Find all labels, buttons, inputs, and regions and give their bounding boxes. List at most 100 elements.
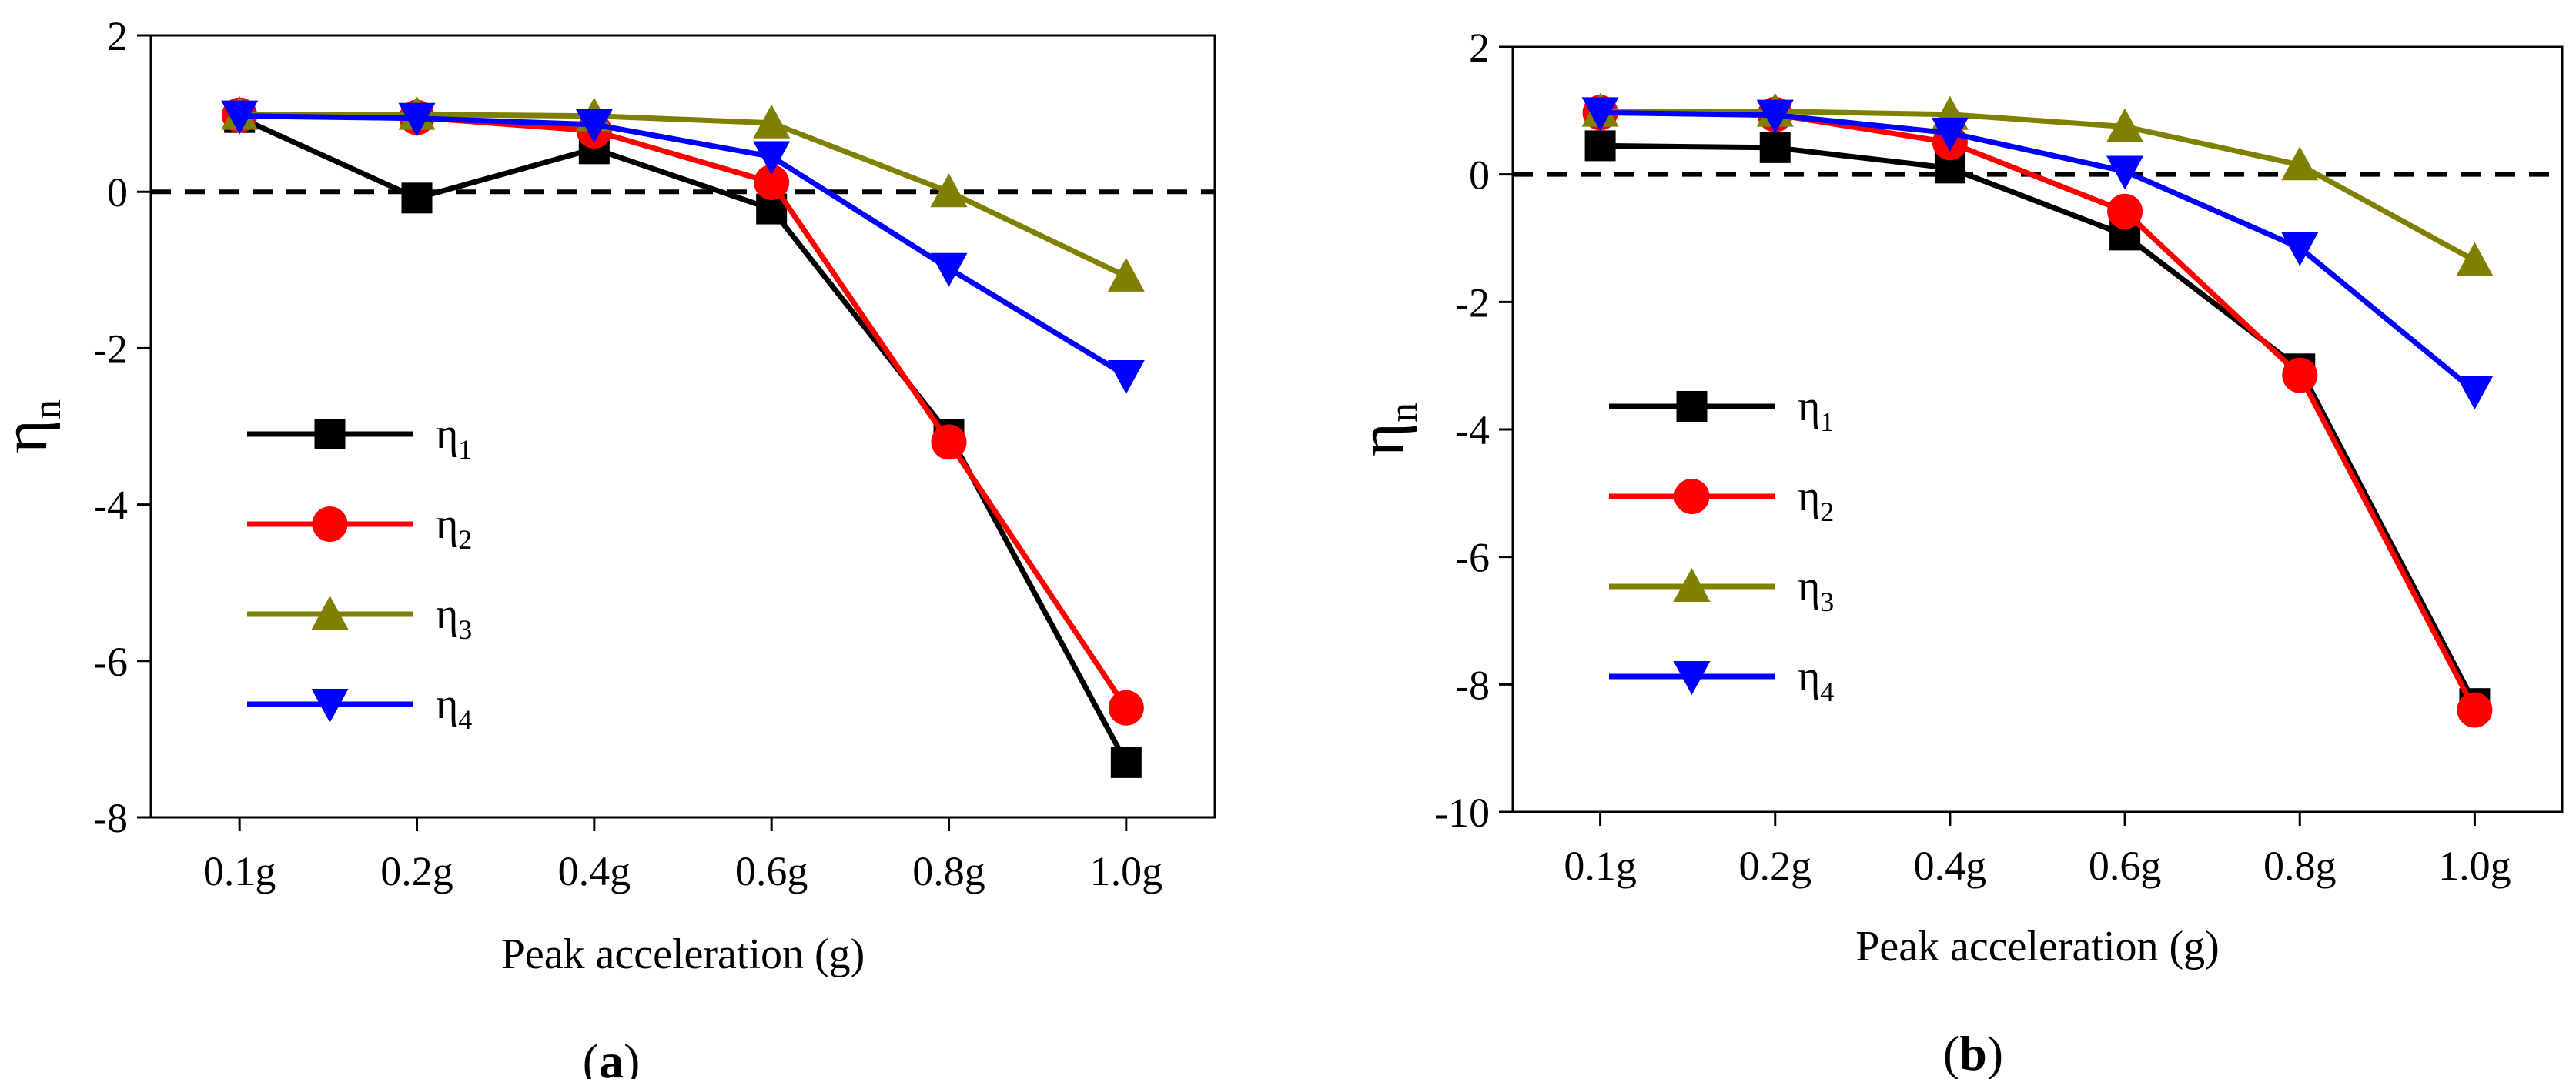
panel-b-legend-entry-eta1: η1 — [1609, 382, 1834, 437]
panel-b-legend-swatch-marker — [1673, 568, 1711, 602]
panel-b-ytick-label: -8 — [1455, 662, 1490, 708]
panel-a-legend-label: η4 — [436, 680, 472, 735]
panel-b-series-eta3-point — [2281, 146, 2319, 181]
panel-a-series-eta3-line — [239, 112, 1128, 279]
panel-b-ytick-label: -10 — [1434, 790, 1490, 836]
panel-b-series-eta1-point — [1759, 132, 1791, 163]
panel-a-series-eta1 — [224, 102, 1142, 778]
panel-b-legend-label: η1 — [1798, 382, 1834, 437]
panel-b-series-eta2-point — [2457, 692, 2493, 728]
panel-b-legend-swatch-marker — [1673, 661, 1711, 695]
panel-a-series-eta4-line — [239, 113, 1128, 378]
panel-a-xtick-label: 0.2g — [380, 848, 453, 894]
panel-b-series-eta4-point — [1756, 99, 1794, 134]
panel-a-legend-swatch-marker — [311, 596, 349, 630]
panel-b-series-eta1-line — [1600, 142, 2477, 705]
panel-a-legend-swatch-marker — [312, 506, 348, 542]
panel-b-series-eta2-point — [2107, 193, 2143, 229]
panel-a-legend-swatch-marker — [311, 689, 349, 723]
panel-a-ylabel: ηn — [0, 399, 69, 453]
panel-a-series-eta2-point — [754, 165, 790, 201]
panel-a-xtick-label: 0.6g — [735, 848, 808, 894]
panel-b-series-eta4-point — [2281, 232, 2319, 266]
panel-b-legend-swatch-marker — [1674, 479, 1710, 514]
panel-b-legend-entry-eta2: η2 — [1609, 473, 1834, 527]
panel-b-legend-entry-eta4: η4 — [1609, 653, 1834, 707]
panel-a-xtick-label: 0.8g — [912, 848, 985, 894]
panel-b-legend-label: η3 — [1798, 563, 1834, 617]
panel-b-ylabel: ηn — [1346, 403, 1426, 456]
panel-b-series-eta3 — [1581, 92, 2494, 276]
panel-b-xlabel: Peak acceleration (g) — [1855, 923, 2220, 970]
panel-b-ytick-label: -6 — [1455, 535, 1490, 581]
panel-a-ytick-label: 2 — [107, 13, 128, 59]
panel-b-series-eta4-point — [2106, 155, 2144, 190]
panel-a-xlabel: Peak acceleration (g) — [501, 930, 865, 978]
panel-b-series-eta3-point — [2106, 108, 2144, 142]
panel-b-ytick-label: 2 — [1469, 25, 1490, 71]
panel-a-series-eta3-point — [753, 104, 791, 139]
panel-a-ytick-label: -6 — [93, 639, 128, 685]
panel-b-ytick-label: -2 — [1455, 279, 1490, 326]
panel-a-series-eta4-point — [1107, 359, 1145, 394]
panel-b-series-eta2-point — [2282, 357, 2318, 393]
panel-a-series-eta1-point — [1110, 747, 1142, 778]
panel-a-series-eta4 — [221, 100, 1145, 394]
panel-a-legend-entry-eta3: η3 — [247, 590, 472, 645]
panel-b-legend-label: η4 — [1798, 653, 1834, 707]
panel-b-legend-entry-eta3: η3 — [1609, 563, 1834, 617]
panel-a-xtick-label: 1.0g — [1090, 848, 1163, 894]
panel-a-ytick-label: -2 — [93, 326, 128, 372]
panel-a-plot-frame — [149, 34, 1216, 819]
panel-a-panel-label: (a) — [583, 1034, 641, 1079]
panel-a-series-eta4-point — [398, 102, 436, 137]
panel-a-series-eta4-point — [221, 100, 259, 135]
panel-a-legend-swatch-marker — [314, 419, 346, 449]
panel-b-ytick-label: 0 — [1469, 152, 1490, 199]
panel-a-legend-label: η2 — [436, 500, 472, 555]
panel-b-series-eta4-line — [1600, 109, 2477, 394]
panel-b-xtick-label: 0.4g — [1914, 843, 1987, 889]
panel-b-legend-swatch-marker — [1676, 391, 1708, 422]
panel-b-legend: η1 η2 η3 η4 — [1609, 382, 1834, 707]
panel-b-series-eta1-point — [1584, 130, 1616, 162]
panel-b-plot-frame — [1511, 45, 2564, 813]
panel-a-chart: 2 0 -2 -4 -6 -8 0.1g 0.2g 0.4g 0.6g 0.8g 1.0g Peak a… — [0, 13, 1216, 1079]
panel-b-series-eta1 — [1584, 130, 2491, 720]
panel-a-series-eta4-point — [930, 252, 968, 287]
panel-a-legend: η1 η2 η3 η4 — [247, 410, 472, 735]
panel-a-series-eta3-point — [1107, 257, 1145, 292]
panel-a-series-eta2-point — [931, 424, 967, 460]
panel-a-series-eta1-point — [401, 182, 433, 214]
panel-a-legend-entry-eta2: η2 — [247, 500, 472, 555]
panel-a-series-eta2-line — [239, 112, 1129, 710]
panel-b-xtick-label: 0.8g — [2263, 843, 2337, 889]
panel-a-xtick-label: 0.4g — [558, 848, 631, 894]
panel-a-legend-label: η1 — [436, 410, 472, 465]
panel-b-xtick-label: 1.0g — [2438, 843, 2511, 889]
panel-b-panel-label: (b) — [1943, 1026, 2003, 1079]
panel-a-series-eta4-point — [753, 141, 791, 175]
panel-b-ytick-label: -4 — [1455, 407, 1490, 453]
panel-b-xtick-label: 0.6g — [2089, 843, 2162, 889]
panel-b-series-eta4-point — [2456, 376, 2494, 410]
panel-b-legend-label: η2 — [1798, 473, 1834, 527]
panel-b-series-eta3-point — [2456, 242, 2494, 276]
panel-a-legend-entry-eta1: η1 — [247, 410, 472, 465]
panel-a-series-eta3-point — [930, 173, 968, 208]
panel-b-xtick-label: 0.2g — [1739, 843, 1812, 889]
panel-b-series-eta3-line — [1600, 109, 2477, 263]
panel-b-series-eta4 — [1581, 97, 2494, 410]
panel-a-ytick-label: 0 — [107, 169, 128, 215]
panel-a-legend-entry-eta4: η4 — [247, 680, 472, 735]
panel-b-series-eta4-point — [1581, 97, 1619, 132]
panel-a-series-eta2-point — [1108, 690, 1144, 726]
panel-a-xtick-label: 0.1g — [203, 848, 276, 894]
panel-a-ytick-label: -4 — [93, 483, 128, 529]
panel-b-xtick-label: 0.1g — [1564, 843, 1637, 889]
panel-a-legend-label: η3 — [436, 590, 472, 645]
panel-a-series-eta4-point — [575, 109, 613, 143]
panel-b-series-eta4-point — [1931, 117, 1969, 152]
panel-b-chart: 2 0 -2 -4 -6 -8 -10 0.1g 0.2g 0.4g 0.6g 0.8g 1.0g Pea… — [1346, 25, 2564, 1079]
